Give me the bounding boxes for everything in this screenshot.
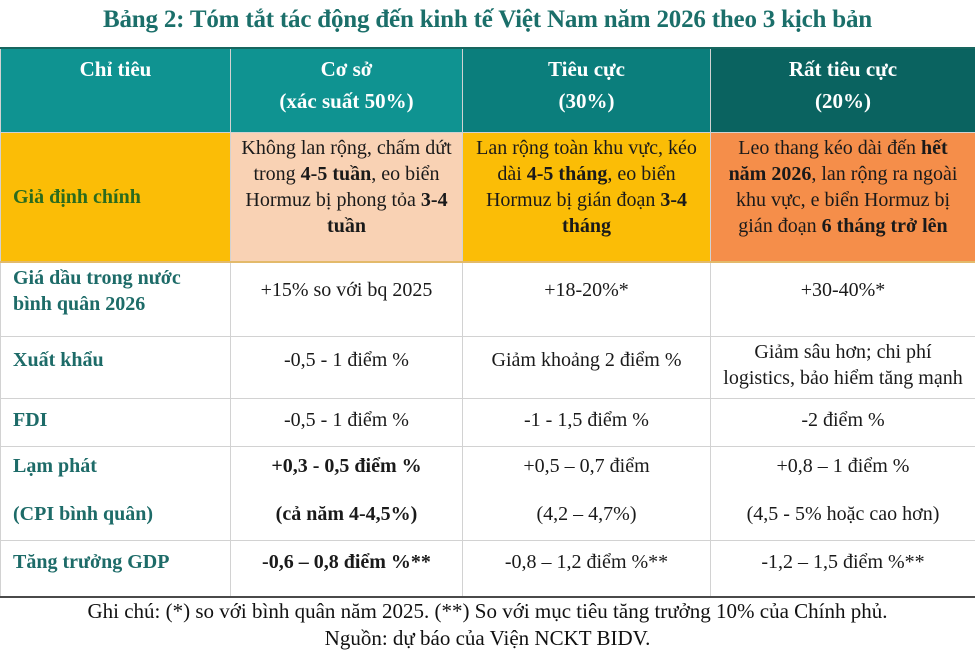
cell-fdi-very-negative: -2 điểm % <box>710 398 975 447</box>
table-row-oil-price: Giá dầu trong nước bình quân 2026 +15% s… <box>0 262 975 337</box>
header-base-title: Cơ sở <box>320 57 373 81</box>
text: +0,8 – 1 điểm % <box>776 454 910 477</box>
header-indicator: Chỉ tiêu <box>0 48 231 133</box>
cell-gdp-very-negative: -1,2 – 1,5 điểm %** <box>710 540 975 598</box>
cell-assumption-negative: Lan rộng toàn khu vực, kéo dài 4-5 tháng… <box>462 132 711 263</box>
header-negative-scenario: Tiêu cực (30%) <box>462 48 711 133</box>
label-cpi-average: (CPI bình quân) <box>13 502 154 525</box>
bold-text: 4-5 tuần <box>300 162 372 185</box>
bold-text: hết năm 2026 <box>728 136 948 185</box>
header-very-negative-title: Rất tiêu cực <box>788 57 898 81</box>
text: (4,5 - 5% hoặc cao hơn) <box>746 502 940 525</box>
header-base-probability: (xác suất 50%) <box>279 89 414 113</box>
cell-assumption-very-negative: Leo thang kéo dài đến hết năm 2026, lan … <box>710 132 975 263</box>
text: (4,2 – 4,7%) <box>536 502 637 525</box>
cell-exports-negative: Giảm khoảng 2 điểm % <box>462 336 711 399</box>
row-label-exports: Xuất khẩu <box>0 336 231 399</box>
table-footer: Ghi chú: (*) so với bình quân năm 2025. … <box>0 598 975 652</box>
row-label-gdp: Tăng trưởng GDP <box>0 540 231 598</box>
table-row-fdi: FDI -0,5 - 1 điểm % -1 - 1,5 điểm % -2 đ… <box>0 398 975 447</box>
row-label-fdi: FDI <box>0 398 231 447</box>
text: Leo thang kéo dài đến <box>738 136 922 159</box>
cell-inflation-negative: +0,5 – 0,7 điểm (4,2 – 4,7%) <box>462 446 711 541</box>
header-indicator-label: Chỉ tiêu <box>79 57 152 81</box>
cell-assumption-base: Không lan rộng, chấm dứt trong 4-5 tuần,… <box>230 132 463 263</box>
table-row-exports: Xuất khẩu -0,5 - 1 điểm % Giảm khoảng 2 … <box>0 336 975 399</box>
header-very-negative-probability: (20%) <box>815 89 871 113</box>
table-row-gdp: Tăng trưởng GDP -0,6 – 0,8 điểm %** -0,8… <box>0 540 975 598</box>
bold-text: 6 tháng trở lên <box>821 214 948 237</box>
cell-oil-negative: +18-20%* <box>462 262 711 337</box>
table-row-assumption: Giả định chính Không lan rộng, chấm dứt … <box>0 132 975 263</box>
cell-inflation-base: +0,3 - 0,5 điểm % (cả năm 4-4,5%) <box>230 446 463 541</box>
cell-inflation-very-negative: +0,8 – 1 điểm % (4,5 - 5% hoặc cao hơn) <box>710 446 975 541</box>
row-label-oil-price: Giá dầu trong nước bình quân 2026 <box>0 262 231 337</box>
bold-text: 3-4 tháng <box>562 188 688 237</box>
table-title: Bảng 2: Tóm tắt tác động đến kinh tế Việ… <box>103 6 872 33</box>
cell-oil-base: +15% so với bq 2025 <box>230 262 463 337</box>
cell-gdp-base: -0,6 – 0,8 điểm %** <box>230 540 463 598</box>
header-base-scenario: Cơ sở (xác suất 50%) <box>230 48 463 133</box>
footnote: Ghi chú: (*) so với bình quân năm 2025. … <box>87 599 888 623</box>
label-inflation: Lạm phát <box>13 454 97 477</box>
text: (cả năm 4-4,5%) <box>275 502 418 525</box>
header-very-negative-scenario: Rất tiêu cực (20%) <box>710 48 975 133</box>
cell-exports-very-negative: Giảm sâu hơn; chi phí logistics, bảo hiể… <box>710 336 975 399</box>
cell-fdi-negative: -1 - 1,5 điểm % <box>462 398 711 447</box>
header-negative-title: Tiêu cực <box>548 57 625 81</box>
text: +0,5 – 0,7 điểm <box>523 454 650 477</box>
scenario-impact-table: Chỉ tiêu Cơ sở (xác suất 50%) Tiêu cực (… <box>0 47 975 598</box>
text: , eo biển Hormuz bị phong tỏa <box>245 162 440 211</box>
cell-exports-base: -0,5 - 1 điểm % <box>230 336 463 399</box>
cell-oil-very-negative: +30-40%* <box>710 262 975 337</box>
bold-text: 4-5 tháng <box>526 162 608 185</box>
header-negative-probability: (30%) <box>558 89 615 113</box>
row-label-inflation: Lạm phát (CPI bình quân) <box>0 446 231 541</box>
text: , eo biển Hormuz bị gián đoạn <box>485 162 676 211</box>
table-header-row: Chỉ tiêu Cơ sở (xác suất 50%) Tiêu cực (… <box>0 48 975 133</box>
table-row-inflation: Lạm phát (CPI bình quân) +0,3 - 0,5 điểm… <box>0 446 975 541</box>
row-label-assumption: Giả định chính <box>0 132 231 263</box>
bold-text: 3-4 tuần <box>327 188 448 237</box>
text: +0,3 - 0,5 điểm % <box>271 454 422 477</box>
source-note: Nguồn: dự báo của Viện NCKT BIDV. <box>324 626 651 650</box>
text: Lan rộng toàn khu vực, kéo dài <box>476 136 697 185</box>
cell-gdp-negative: -0,8 – 1,2 điểm %** <box>462 540 711 598</box>
text: , lan rộng ra ngoài khu vực, e biển Horm… <box>735 162 958 237</box>
text: Không lan rộng, chấm dứt trong <box>241 136 452 185</box>
cell-fdi-base: -0,5 - 1 điểm % <box>230 398 463 447</box>
